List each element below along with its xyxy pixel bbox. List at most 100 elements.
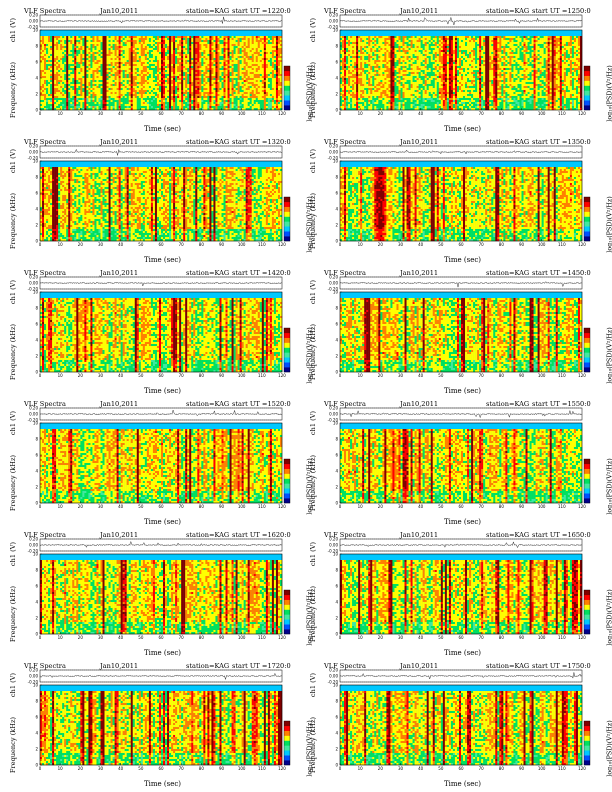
- spectrogram-cell: [118, 42, 121, 45]
- spectrogram-cell: [158, 78, 162, 81]
- spectrogram-cell: [237, 108, 240, 111]
- spectrogram-cell: [243, 54, 246, 57]
- spectrogram-cell: [219, 34, 222, 37]
- spectrogram-cell: [92, 76, 95, 79]
- spectrogram-cell: [251, 84, 254, 87]
- spectrogram-cell: [96, 64, 99, 67]
- spectrogram-cell: [122, 62, 125, 65]
- spectrogram-cell: [247, 46, 250, 49]
- spectrogram-cell: [124, 78, 127, 81]
- spectrogram-cell: [50, 66, 53, 69]
- spectrogram-cell: [215, 76, 218, 79]
- spectrogram-cell: [193, 54, 196, 57]
- spectrogram-cell: [215, 64, 218, 67]
- spectrogram-cell: [243, 94, 246, 97]
- spectrogram-cell: [213, 102, 216, 105]
- spectrogram-cell: [342, 60, 345, 63]
- spectrogram-cell: [340, 80, 343, 83]
- spectrogram-cell: [279, 40, 283, 43]
- spectrogram-cell: [239, 66, 242, 69]
- spectrogram-cell: [344, 64, 347, 67]
- spectrogram-cell: [213, 50, 216, 53]
- spectrogram-cell: [152, 52, 156, 55]
- spectrogram-cell: [269, 76, 273, 79]
- spectrogram-cell: [54, 76, 57, 79]
- spectrogram-cell: [241, 38, 244, 41]
- spectrogram-cell: [259, 76, 262, 79]
- spectrogram-cell: [132, 90, 135, 93]
- spectrogram-cell: [86, 60, 89, 63]
- spectrogram-cell: [158, 38, 162, 41]
- spectrogram-cell: [253, 46, 256, 49]
- spectrogram-cell: [211, 66, 214, 69]
- spectrogram-cell: [199, 46, 202, 49]
- spectrogram-cell: [98, 92, 101, 95]
- spectrogram-cell: [112, 60, 115, 63]
- spectrogram-cell: [195, 70, 198, 73]
- spectrogram-cell: [197, 38, 200, 41]
- spectrogram-cell: [187, 54, 190, 57]
- spectrogram-cell: [140, 96, 143, 99]
- spectrogram-cell: [233, 50, 236, 53]
- spectrogram-cell: [261, 30, 264, 33]
- spectrogram-cell: [64, 50, 67, 53]
- spectrogram-cell: [177, 30, 180, 33]
- spectrogram-cell: [152, 80, 156, 83]
- spectrogram-cell: [223, 84, 226, 87]
- spectrogram-cell: [98, 98, 101, 101]
- spectrogram-cell: [231, 62, 234, 65]
- spectrogram-cell: [239, 52, 242, 55]
- spectrogram-cell: [156, 44, 160, 47]
- x-tick-label: 120: [278, 111, 286, 116]
- spectrogram-cell: [189, 54, 192, 57]
- spectrogram-cell: [90, 64, 93, 67]
- spectrogram-cell: [225, 78, 228, 81]
- spectrogram-cell: [269, 104, 273, 107]
- spectrogram-cell: [239, 80, 242, 83]
- spectrogram-cell: [211, 34, 214, 37]
- spectrogram-cell: [233, 54, 236, 57]
- spectrogram-cell: [209, 64, 212, 67]
- spectrogram-cell: [261, 72, 264, 75]
- spectrogram-cell: [136, 50, 139, 53]
- spectrogram-cell: [62, 58, 65, 61]
- spectrogram-cell: [80, 32, 83, 35]
- spectrogram-cell: [255, 56, 258, 59]
- spectrogram-cell: [152, 46, 156, 49]
- spectrogram-cell: [96, 52, 99, 55]
- spectrogram-cell: [167, 104, 170, 107]
- spectrogram-cell: [108, 54, 111, 57]
- spectrogram-cell: [94, 66, 97, 69]
- spectrogram-cell: [161, 66, 164, 69]
- spectrogram-cell: [70, 38, 73, 41]
- spectrogram-cell: [265, 98, 269, 101]
- spectrogram-cell: [251, 102, 254, 105]
- spectrogram-cell: [183, 32, 186, 35]
- spectrogram-cell: [82, 36, 85, 39]
- spectrogram-cell: [46, 36, 49, 39]
- spectrogram-cell: [239, 92, 242, 95]
- spectrogram-cell: [227, 94, 230, 97]
- spectrogram-cell: [340, 62, 343, 65]
- spectrogram-cell: [78, 80, 81, 83]
- spectrogram-cell: [165, 88, 168, 91]
- spectrogram-cell: [167, 40, 170, 43]
- spectrogram-cell: [46, 44, 49, 47]
- spectrogram-cell: [152, 72, 156, 75]
- spectrogram-cell: [112, 46, 115, 49]
- spectrogram-cell: [156, 62, 160, 65]
- spectrogram-cell: [78, 30, 81, 33]
- spectrogram-cell: [211, 98, 214, 101]
- spectrogram-cell: [70, 68, 73, 71]
- spectrogram-cell: [231, 68, 234, 71]
- spectrogram-cell: [96, 42, 99, 45]
- spectrogram-cell: [187, 108, 190, 111]
- spectrogram-cell: [96, 58, 99, 61]
- spectrogram-cell: [225, 64, 228, 67]
- spectrogram-cell: [84, 40, 87, 43]
- spectrogram-cell: [205, 34, 208, 37]
- spectrogram-cell: [48, 92, 51, 95]
- spectrogram-cell: [207, 108, 210, 111]
- spectrogram-cell: [122, 76, 125, 79]
- spectrogram-cell: [243, 44, 246, 47]
